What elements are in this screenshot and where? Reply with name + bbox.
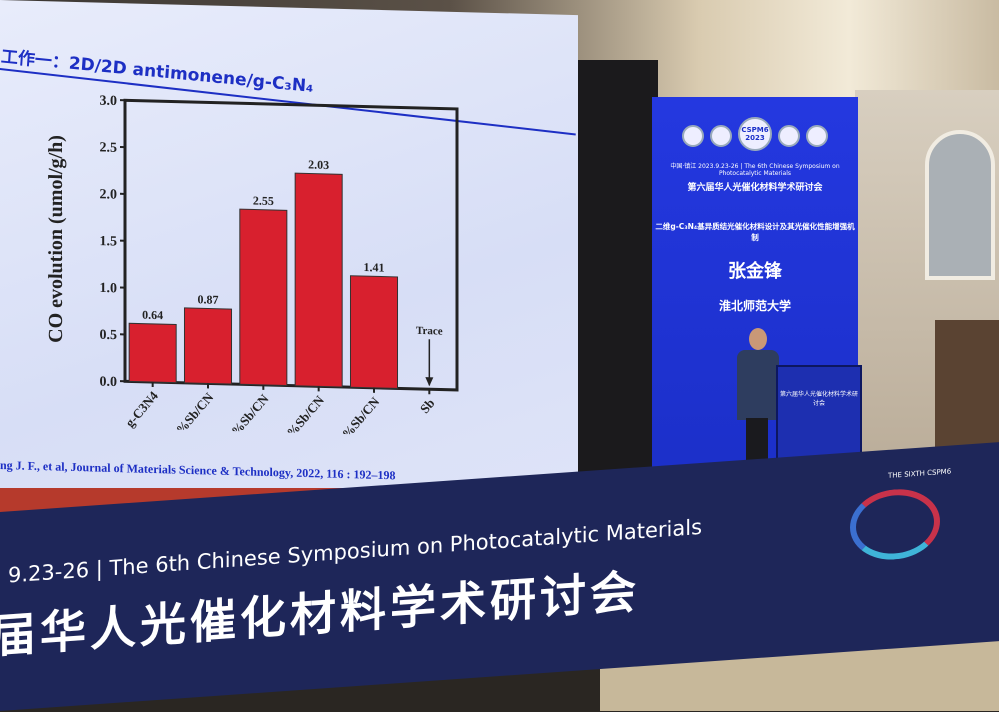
y-tick-label: 1.0 (100, 281, 117, 296)
x-tick-label: 10%Sb/CN (164, 389, 216, 437)
bar (240, 209, 287, 385)
cn-name: 第六届华人光催化材料学术研讨会 (652, 180, 858, 193)
logo (710, 125, 732, 147)
logo (682, 125, 704, 147)
y-tick-label: 3.0 (100, 94, 117, 109)
hall-wall (855, 90, 999, 490)
data-label: 1.41 (364, 260, 385, 275)
arched-window (925, 130, 995, 280)
data-label: 2.55 (253, 193, 274, 208)
bar-chart: 0.0 0.5 1.0 1.5 2.0 2.5 3.0 CO evolution (umol/… (40, 81, 480, 438)
bar (295, 173, 342, 387)
data-label: 2.03 (308, 157, 329, 172)
y-tick-label: 2.0 (100, 187, 117, 202)
data-label: 0.87 (198, 292, 219, 307)
screen-edge (578, 60, 658, 500)
arrow-head (425, 377, 433, 386)
x-tick-label: 30%Sb/CN (275, 392, 327, 437)
logo (778, 125, 800, 147)
speaker-name: 张金锋 (652, 257, 858, 283)
logo-text: THE SIXTH CSPM6 (888, 467, 951, 479)
bar (184, 308, 231, 384)
y-axis-label: CO evolution (umol/g/h) (45, 135, 67, 343)
logo (806, 125, 828, 147)
y-tick-label: 2.5 (100, 140, 117, 155)
x-tick-label: g-C3N4 (122, 388, 161, 430)
en-name: The 6th Chinese Symposium on Photocataly… (719, 163, 840, 177)
x-tick-label: 20%Sb/CN (220, 391, 272, 438)
citation: ng J. F., et al, Journal of Materials Sc… (0, 458, 396, 483)
y-tick-label: 0.5 (100, 328, 117, 343)
trace-annotation: Trace (416, 325, 443, 338)
data-label: 0.64 (142, 308, 163, 323)
talk-topic: 二维g-C₃N₄基异质结光催化材料设计及其光催化性能增强机制 (652, 221, 858, 243)
x-tick-label: 50%Sb/CN (330, 394, 382, 438)
x-tick-label: Sb (417, 395, 438, 416)
y-tick-label: 0.0 (100, 375, 117, 390)
location-date: 中国·镇江 2023.9.23-26 (670, 163, 738, 170)
university: 淮北师范大学 (652, 297, 858, 314)
bar (350, 276, 397, 389)
bar (129, 323, 176, 382)
cspm6-logo (850, 486, 940, 562)
y-tick-label: 1.5 (100, 234, 117, 249)
